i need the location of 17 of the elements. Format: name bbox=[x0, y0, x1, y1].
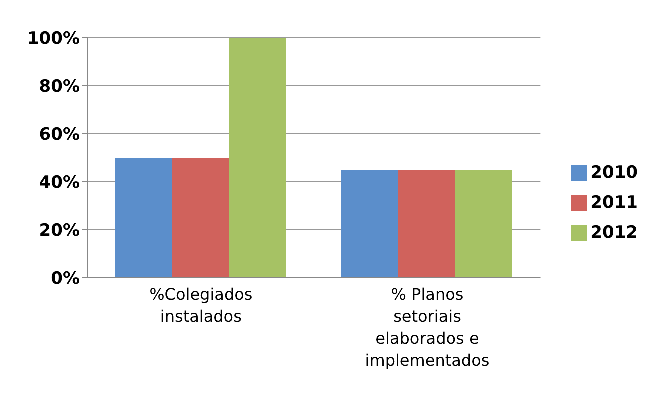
legend-label: 2011 bbox=[590, 193, 638, 213]
x-tick-label: % Planos setoriais elaborados e implementados bbox=[365, 285, 490, 370]
y-tick-label: 40% bbox=[39, 173, 80, 194]
bar bbox=[398, 170, 456, 278]
bar bbox=[115, 158, 172, 278]
bar bbox=[229, 38, 286, 278]
legend-label: 2010 bbox=[590, 163, 638, 183]
bar bbox=[455, 170, 512, 278]
legend-label: 2012 bbox=[590, 223, 638, 243]
y-tick-label: 20% bbox=[39, 221, 80, 242]
y-tick-label: 80% bbox=[39, 77, 80, 98]
y-tick-label: 100% bbox=[27, 29, 80, 50]
bar bbox=[341, 170, 398, 278]
x-tick-label: %Colegiados instalados bbox=[150, 285, 253, 326]
y-tick-label: 0% bbox=[51, 269, 80, 290]
bar bbox=[172, 158, 230, 278]
y-tick-label: 60% bbox=[39, 125, 80, 146]
